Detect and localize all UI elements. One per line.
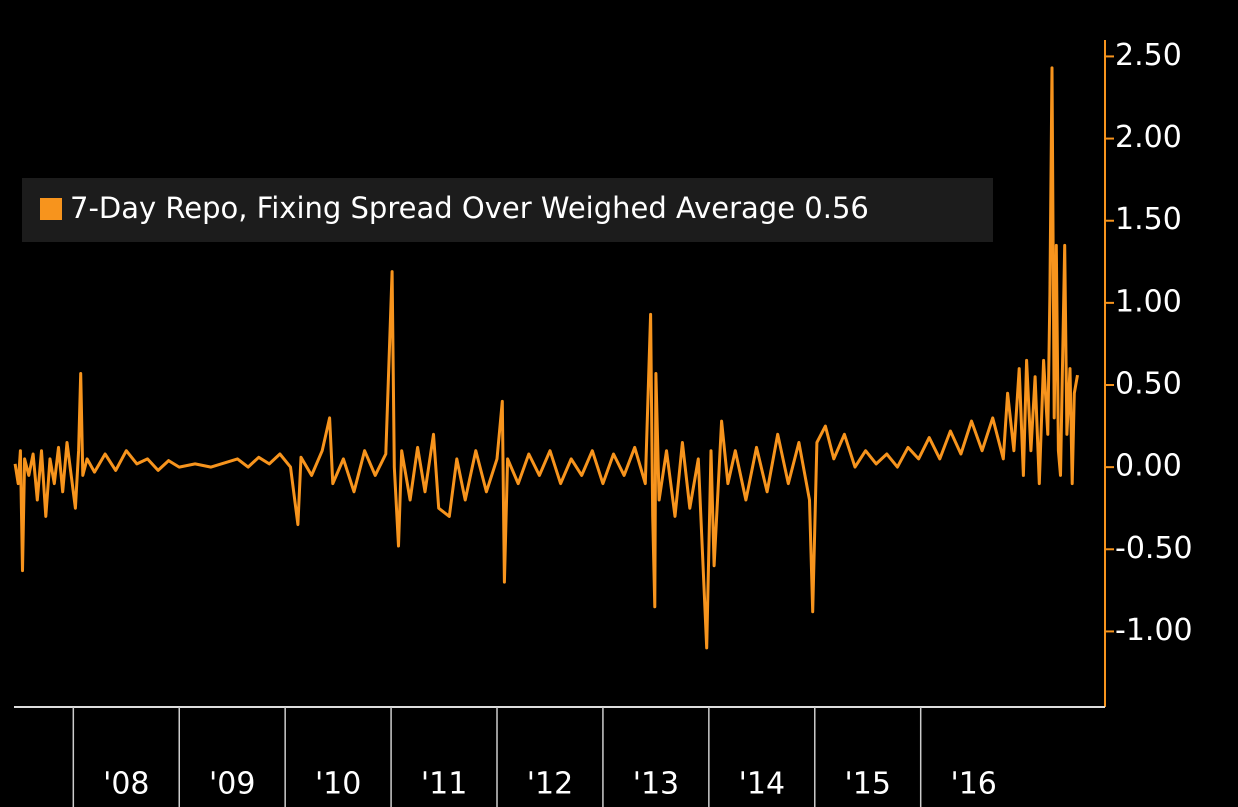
x-tick-label: '16 <box>950 767 996 802</box>
y-tick-label: -0.50 <box>1115 531 1193 566</box>
x-tick-label: '15 <box>845 767 891 802</box>
y-tick-label: 1.00 <box>1115 284 1182 319</box>
y-tick-label: 1.50 <box>1115 202 1182 237</box>
y-tick-label: 0.50 <box>1115 367 1182 402</box>
y-tick-label: 2.50 <box>1115 38 1182 73</box>
x-tick-label: '13 <box>633 767 679 802</box>
x-tick-label: '10 <box>315 767 361 802</box>
plot: -1.00 -0.50 0.00 0.50 1.00 1.50 2.00 2.50 '08 '09… <box>13 38 1193 807</box>
legend-swatch <box>40 198 62 220</box>
y-tick-label: -1.00 <box>1115 613 1193 648</box>
series-line <box>13 66 1079 650</box>
legend-last-value: 0.56 <box>804 191 869 225</box>
x-tick-label: '09 <box>209 767 255 802</box>
x-tick-label: '08 <box>103 767 149 802</box>
x-tick-label: '11 <box>421 767 467 802</box>
legend-label: 7-Day Repo, Fixing Spread Over Weighed A… <box>70 191 869 225</box>
y-tick-label: 2.00 <box>1115 120 1182 155</box>
x-tick-label: '12 <box>527 767 573 802</box>
legend-box <box>22 178 993 242</box>
legend-name: 7-Day Repo, Fixing Spread Over Weighed A… <box>70 191 795 225</box>
y-tick-label: 0.00 <box>1115 449 1182 484</box>
x-tick-label: '14 <box>739 767 785 802</box>
